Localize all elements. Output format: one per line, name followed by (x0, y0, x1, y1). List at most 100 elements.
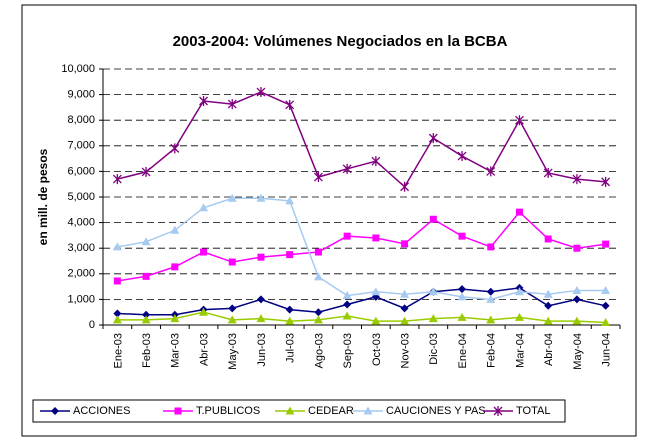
marker (256, 295, 265, 304)
marker (170, 225, 180, 234)
legend-marker (174, 407, 182, 415)
marker (313, 272, 323, 281)
marker (458, 285, 467, 294)
marker (400, 289, 410, 298)
marker (112, 242, 122, 251)
x-tick-label: Abr-03 (198, 333, 210, 366)
marker (227, 193, 237, 202)
marker (486, 315, 496, 324)
marker (544, 301, 553, 310)
marker (514, 312, 524, 321)
marker (142, 310, 151, 319)
marker (486, 166, 496, 177)
marker (314, 308, 323, 317)
marker (227, 315, 237, 324)
marker (141, 315, 151, 324)
marker (256, 314, 266, 323)
marker (285, 196, 295, 205)
x-tick-label: Sep-03 (342, 333, 354, 368)
y-tick-label: 5,000 (67, 191, 95, 203)
marker (601, 176, 611, 187)
marker (112, 315, 122, 324)
marker (228, 258, 236, 266)
x-tick-label: Nov-03 (399, 333, 411, 368)
x-tick-label: Feb-03 (141, 333, 153, 368)
y-tick-label: 10,000 (61, 63, 95, 75)
marker (314, 248, 322, 256)
marker (200, 248, 208, 256)
marker (199, 307, 209, 316)
marker (515, 208, 523, 216)
marker (257, 253, 265, 261)
legend-label: ACCIONES (73, 405, 130, 417)
x-tick-label: Mar-04 (514, 333, 526, 368)
marker (171, 263, 179, 271)
marker (112, 174, 122, 185)
y-tick-label: 0 (89, 319, 95, 331)
legend-label: CEDEAR (308, 405, 354, 417)
marker (428, 287, 438, 296)
marker (170, 314, 180, 323)
marker (601, 285, 611, 294)
legend-label: CAUCIONES Y PAS (386, 405, 486, 417)
marker (457, 292, 467, 301)
chart-border (21, 4, 637, 437)
marker (141, 166, 151, 177)
marker (487, 243, 495, 251)
x-tick-label: Jun-04 (601, 333, 613, 367)
marker (572, 316, 582, 325)
legend-marker (51, 407, 59, 415)
marker (457, 312, 467, 321)
marker (371, 287, 381, 296)
marker (285, 99, 295, 110)
legend-label: T.PUBLICOS (196, 405, 260, 417)
marker (601, 317, 611, 326)
marker (572, 285, 582, 294)
series-line (117, 211, 606, 282)
series-line (117, 311, 606, 324)
y-tick-label: 8,000 (67, 114, 95, 126)
marker (343, 232, 351, 240)
marker (400, 304, 409, 313)
marker (573, 244, 581, 252)
y-tick-label: 2,000 (67, 268, 95, 280)
legend-marker (285, 406, 295, 415)
marker (602, 240, 610, 248)
x-tick-label: Mar-03 (170, 333, 182, 368)
marker (113, 277, 121, 285)
legend-marker (493, 406, 503, 416)
marker (285, 305, 294, 314)
marker (400, 181, 410, 192)
x-tick-label: Jun-03 (256, 333, 268, 367)
chart-title: 2003-2004: Volúmenes Negociados en la BC… (173, 33, 508, 50)
marker (285, 316, 295, 325)
marker (371, 156, 381, 167)
marker (543, 316, 553, 325)
marker (543, 289, 553, 298)
marker (486, 294, 496, 303)
marker (199, 96, 208, 106)
series-line (117, 91, 606, 188)
x-tick-label: Ene-04 (457, 333, 469, 368)
marker (256, 87, 266, 98)
legend-label: TOTAL (516, 405, 550, 417)
x-tick-label: Ene-03 (112, 333, 124, 368)
marker (543, 167, 553, 178)
marker (372, 234, 380, 242)
marker (400, 316, 410, 325)
x-tick-label: May-03 (227, 333, 239, 370)
x-tick-label: Jul-03 (285, 333, 297, 363)
y-tick-label: 1,000 (67, 293, 95, 305)
marker (572, 295, 581, 304)
y-tick-label: 4,000 (67, 217, 95, 229)
marker (428, 133, 438, 144)
marker (572, 174, 582, 185)
marker (515, 115, 524, 126)
marker (342, 291, 352, 300)
marker (601, 301, 610, 310)
marker (342, 163, 352, 174)
marker (486, 287, 495, 296)
marker (544, 235, 552, 243)
x-tick-label: Dic-03 (428, 333, 440, 365)
